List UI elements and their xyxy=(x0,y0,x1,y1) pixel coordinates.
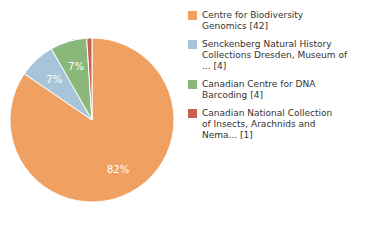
chart-svg: 82% 7% 7% Centre for BiodiversityGenomics [… xyxy=(0,0,380,240)
data-label: 7% xyxy=(68,61,84,72)
legend-swatch xyxy=(188,80,197,89)
legend-item: Centre for BiodiversityGenomics [42] xyxy=(188,10,304,31)
data-label: 82% xyxy=(107,164,129,175)
legend-swatch xyxy=(188,11,197,20)
legend-label: Centre for BiodiversityGenomics [42] xyxy=(202,10,304,31)
legend-swatch xyxy=(188,40,197,49)
pie xyxy=(10,38,174,202)
legend-item: Canadian National Collectionof Insects, … xyxy=(188,108,332,140)
chart-container: 82% 7% 7% Centre for BiodiversityGenomics [… xyxy=(0,0,380,240)
legend-item: Senckenberg Natural HistoryCollections D… xyxy=(188,39,348,71)
legend-swatch xyxy=(188,109,197,118)
legend: Centre for BiodiversityGenomics [42] Senc… xyxy=(188,10,348,140)
data-label: 7% xyxy=(46,74,62,85)
legend-label: Senckenberg Natural HistoryCollections D… xyxy=(202,39,348,71)
legend-item: Canadian Centre for DNABarcoding [4] xyxy=(188,79,316,100)
pie-slice xyxy=(10,38,174,202)
legend-label: Canadian Centre for DNABarcoding [4] xyxy=(202,79,316,100)
legend-label: Canadian National Collectionof Insects, … xyxy=(202,108,332,140)
pie-slice xyxy=(87,38,92,120)
data-labels: 82% 7% 7% xyxy=(46,61,129,175)
